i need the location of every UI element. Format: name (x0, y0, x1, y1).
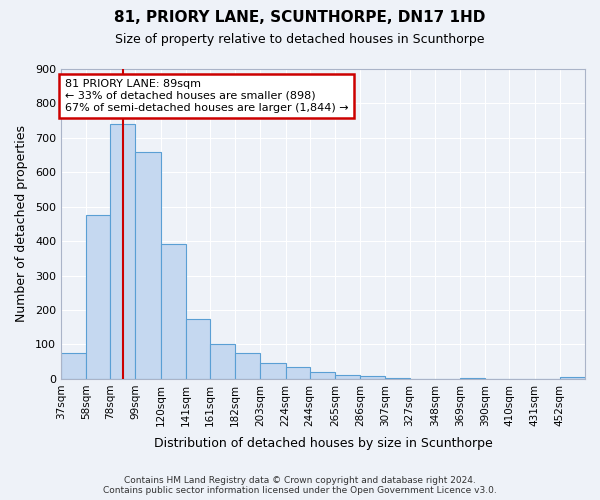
Bar (161, 244, 186, 379)
Bar (286, 367, 310, 379)
Bar (110, 124, 136, 379)
Text: Contains HM Land Registry data © Crown copyright and database right 2024.
Contai: Contains HM Land Registry data © Crown c… (103, 476, 497, 495)
Bar (360, 376, 385, 379)
X-axis label: Distribution of detached houses by size in Scunthorpe: Distribution of detached houses by size … (154, 437, 493, 450)
Text: 81, PRIORY LANE, SCUNTHORPE, DN17 1HD: 81, PRIORY LANE, SCUNTHORPE, DN17 1HD (115, 10, 485, 25)
Bar (310, 372, 335, 379)
Bar (186, 318, 210, 379)
Bar (210, 344, 235, 379)
Bar (86, 216, 110, 379)
Text: Size of property relative to detached houses in Scunthorpe: Size of property relative to detached ho… (115, 32, 485, 46)
Bar (460, 378, 485, 379)
Bar (260, 363, 286, 379)
Bar (235, 353, 260, 379)
Bar (385, 378, 410, 379)
Bar (560, 377, 585, 379)
Text: 81 PRIORY LANE: 89sqm
← 33% of detached houses are smaller (898)
67% of semi-det: 81 PRIORY LANE: 89sqm ← 33% of detached … (65, 80, 348, 112)
Bar (61, 353, 86, 379)
Bar (136, 152, 161, 379)
Bar (335, 376, 360, 379)
Y-axis label: Number of detached properties: Number of detached properties (15, 126, 28, 322)
